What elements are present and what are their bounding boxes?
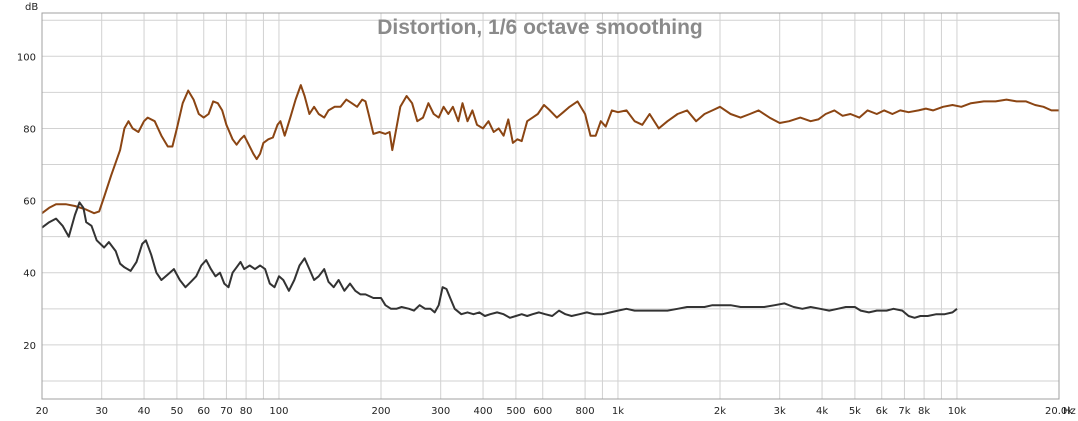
- x-tick-label: 5k: [849, 406, 861, 417]
- x-tick-label: 500: [506, 406, 525, 417]
- x-tick-label: 10k: [948, 406, 967, 417]
- y-axis-label: dB: [25, 2, 38, 13]
- x-tick-label: 70: [220, 406, 233, 417]
- y-tick-label: 20: [23, 341, 36, 352]
- x-tick-label: 20: [36, 406, 49, 417]
- x-tick-label: 8k: [918, 406, 930, 417]
- x-tick-label: 400: [474, 406, 493, 417]
- x-tick-label: 6k: [876, 406, 888, 417]
- x-tick-label: 4k: [816, 406, 828, 417]
- y-tick-label: 80: [23, 124, 36, 135]
- x-tick-label: 3k: [774, 406, 786, 417]
- series-line-1: [41, 84, 1059, 215]
- x-tick-label: 600: [533, 406, 552, 417]
- x-tick-label: 300: [431, 406, 450, 417]
- x-tick-label: 80: [240, 406, 253, 417]
- x-tick-label: 800: [576, 406, 595, 417]
- x-tick-label: 1k: [612, 406, 624, 417]
- x-tick-label: 2k: [714, 406, 726, 417]
- chart-title: Distortion, 1/6 octave smoothing: [377, 16, 703, 39]
- x-tick-label: 200: [371, 406, 390, 417]
- x-tick-label: 40: [138, 406, 151, 417]
- x-tick-label: 100: [269, 406, 288, 417]
- grid-lines: [42, 13, 1059, 399]
- x-axis-unit: Hz: [1063, 406, 1076, 417]
- x-tick-label: 30: [95, 406, 108, 417]
- plot-frame: [41, 12, 1060, 400]
- x-tick-label: 60: [197, 406, 210, 417]
- x-tick-label: 20.0k: [1045, 406, 1073, 417]
- y-tick-labels: 20 40 60 80 100: [17, 52, 36, 352]
- y-tick-label: 40: [23, 269, 36, 280]
- series-line-2: [41, 201, 958, 319]
- x-tick-labels: 20 30 40 50 60 70 80 100 200 300 400 500 600 800 1k 2k 3…: [36, 406, 1074, 417]
- x-tick-label: 7k: [898, 406, 910, 417]
- y-tick-label: 60: [23, 197, 36, 208]
- series-lines: [41, 84, 1059, 319]
- x-tick-label: 50: [171, 406, 184, 417]
- y-tick-label: 100: [17, 52, 36, 63]
